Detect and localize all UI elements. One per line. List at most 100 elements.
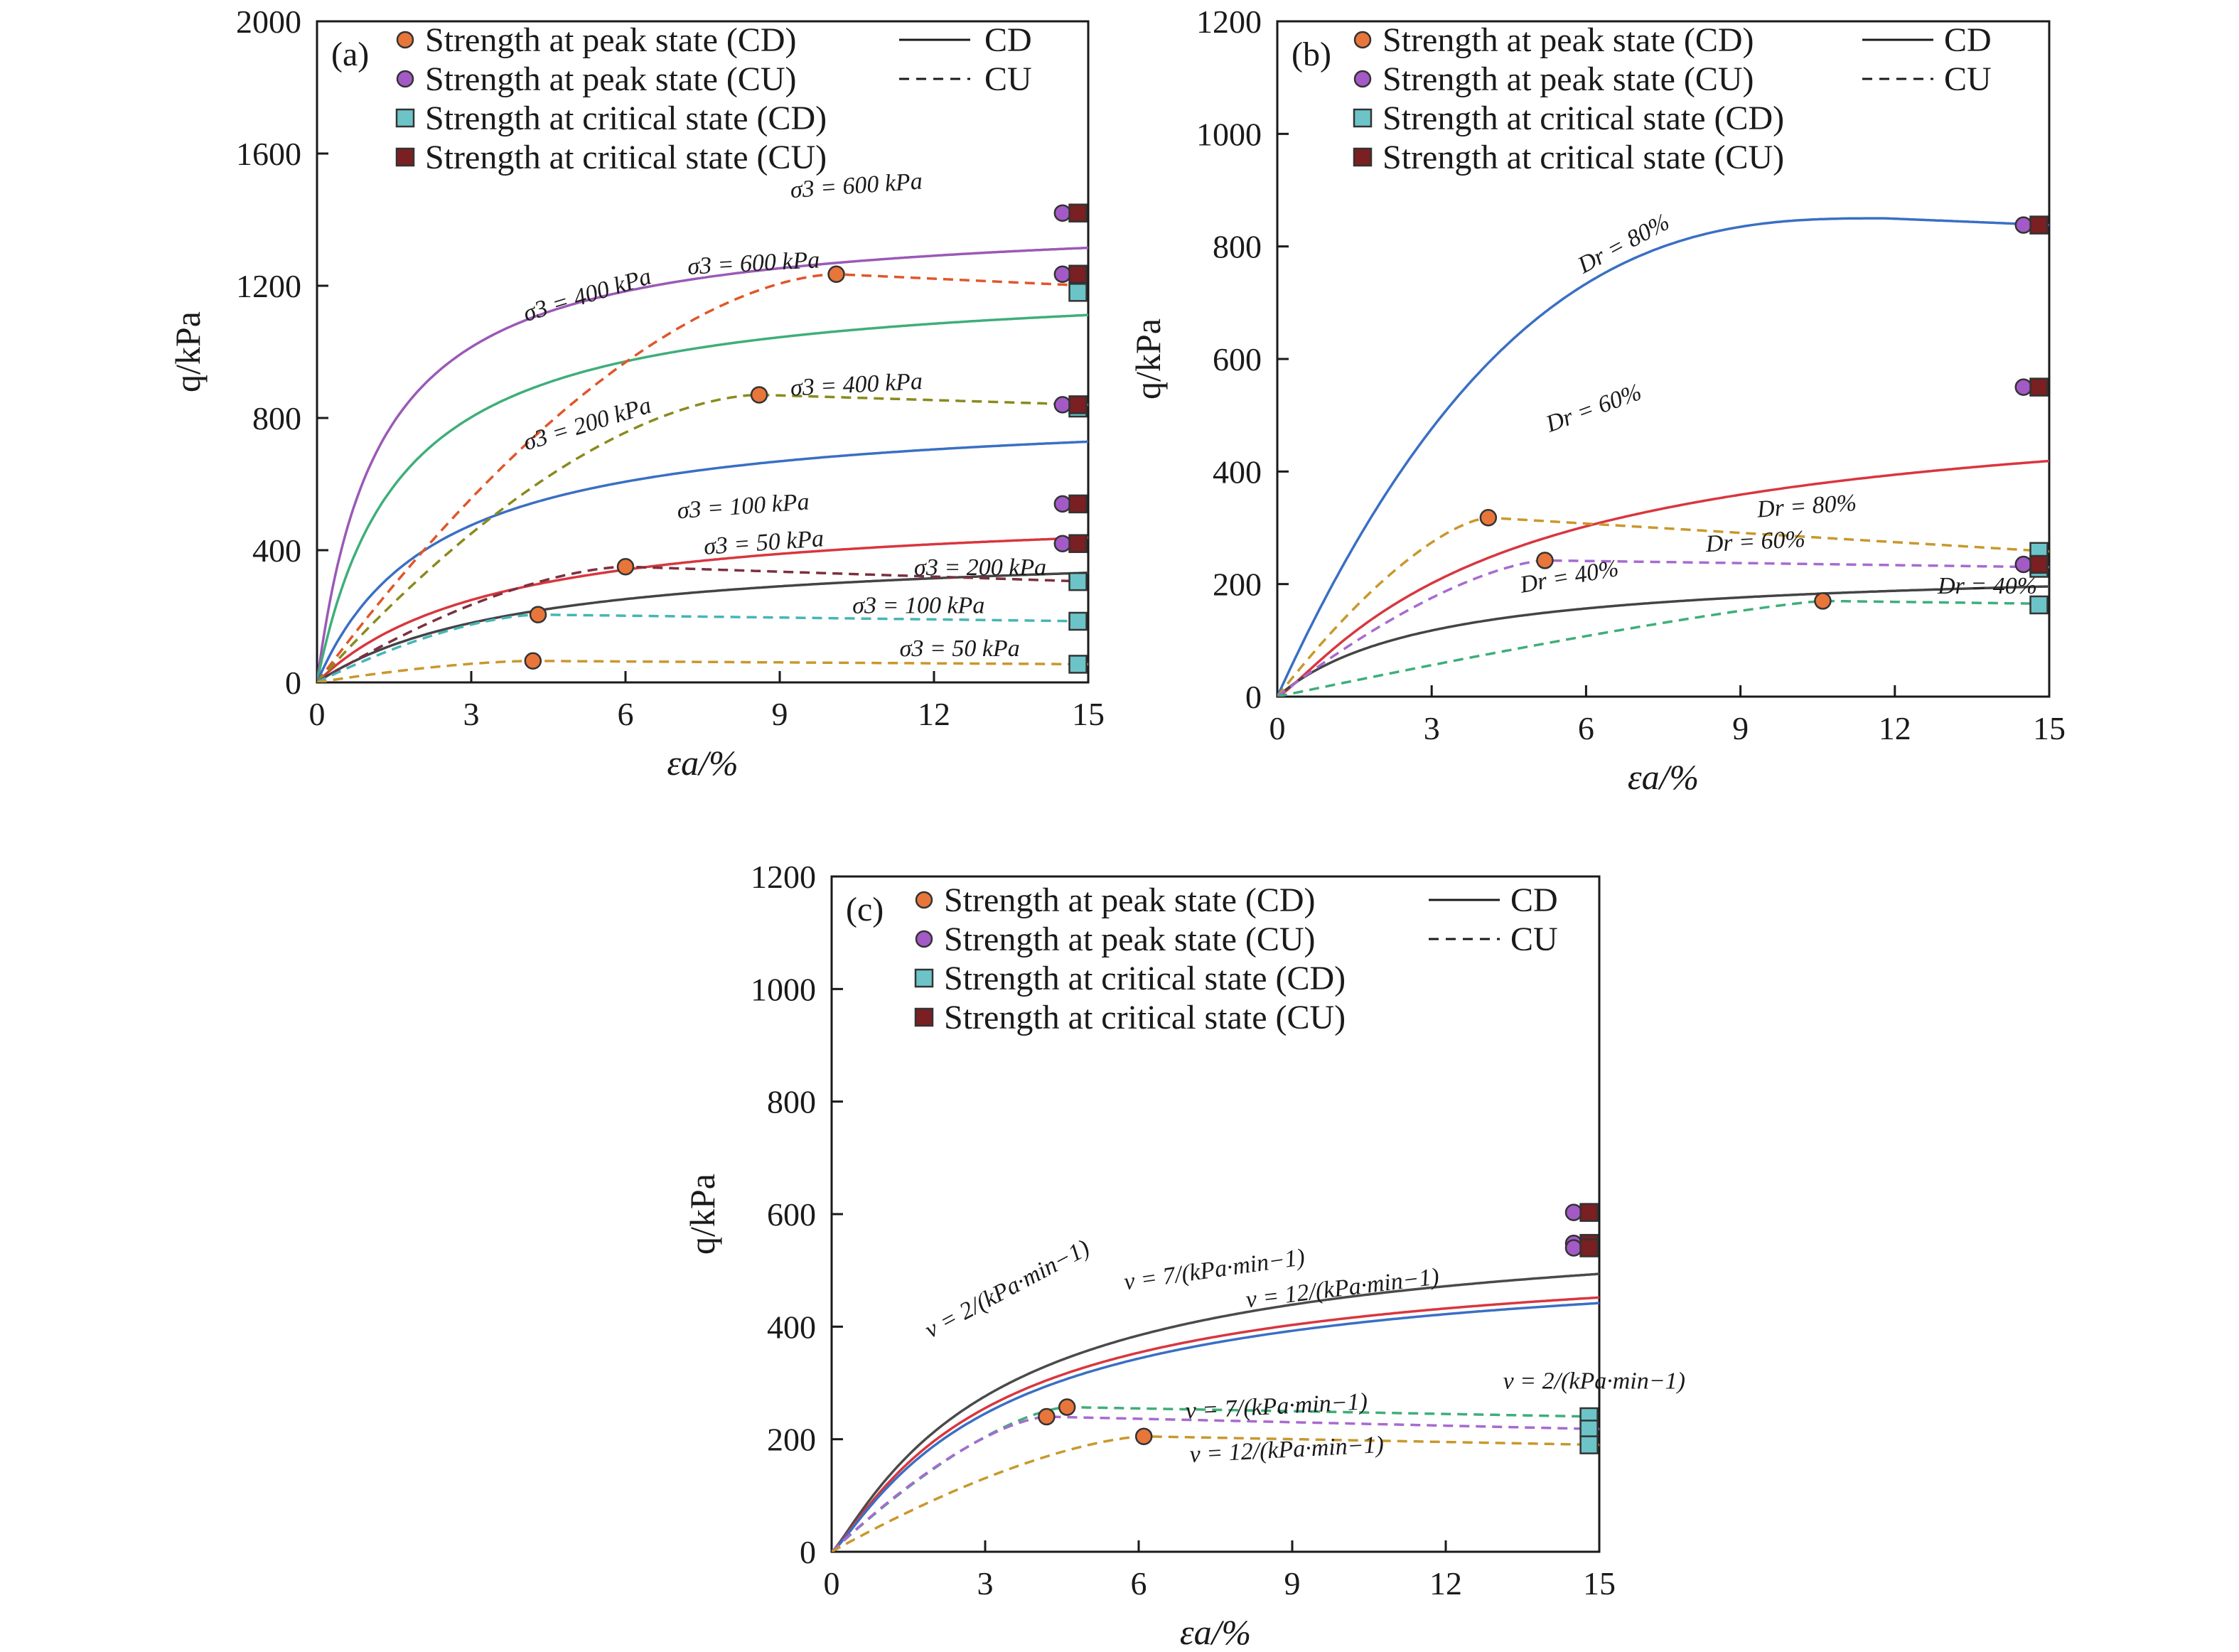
legend-label-crit-cu: Strength at critical state (CU) [425,139,827,176]
critical-cu-marker [1068,534,1088,553]
cd-curve [317,536,1088,682]
curve-label: v = 7/(kPa·min−1) [1185,1388,1368,1424]
curve-label: σ3 = 200 kPa [520,392,655,456]
cd-curve [1277,217,2049,697]
cu-curve [317,272,1088,682]
y-tick-label: 0 [800,1534,816,1570]
critical-cu-marker [1579,1238,1599,1257]
legend-label-cd: CD [984,21,1032,59]
x-tick-label: 15 [1583,1565,1616,1602]
y-axis-title: q/kPa [682,1174,722,1255]
legend: Strength at peak state (CD)Strength at p… [395,21,1032,176]
peak-cu-marker [1053,204,1072,222]
critical-cu-marker [2029,554,2049,574]
y-axis-title: q/kPa [1128,318,1168,399]
cd-curve [317,572,1088,682]
peak-cu-marker [915,930,933,948]
peak-cu-marker [1053,265,1072,283]
curve-label: σ3 = 600 kPa [687,247,820,280]
cu-curve [832,1434,1599,1552]
legend-label-crit-cu: Strength at critical state (CU) [944,999,1346,1036]
legend: Strength at peak state (CD)Strength at p… [1353,21,1992,176]
peak-cd-marker [1038,1407,1056,1426]
peak-cu-marker [2014,378,2033,396]
curves [317,246,1088,682]
legend-label-crit-cd: Strength at critical state (CD) [944,960,1346,997]
curves [832,1272,1599,1552]
x-tick-label: 15 [2033,710,2066,746]
peak-cd-marker [1814,592,1832,610]
x-tick-label: 15 [1072,696,1105,732]
y-tick-label: 600 [767,1196,816,1233]
cd-curve [317,313,1088,682]
critical-cd-marker [1353,108,1373,128]
x-tick-label: 0 [1269,710,1286,746]
peak-cu-marker [2014,216,2033,234]
x-axis-title: εa/% [1180,1612,1251,1648]
x-tick-label: 6 [618,696,634,732]
legend: Strength at peak state (CD)Strength at p… [914,881,1558,1036]
y-tick-label: 400 [252,532,301,569]
y-tick-label: 1000 [751,971,816,1007]
y-tick-label: 1000 [1196,116,1262,152]
y-tick-label: 600 [1213,341,1262,377]
peak-cu-marker [1053,396,1072,414]
critical-cd-marker [1068,655,1088,674]
legend-label-peak-cd: Strength at peak state (CD) [425,21,797,59]
curve-label: Dr = 80% [1573,209,1674,279]
cu-curve [317,613,1088,682]
legend-label-cd: CD [1944,21,1992,59]
legend-label-peak-cd: Strength at peak state (CD) [944,881,1316,919]
curve-label: Dr = 80% [1756,490,1857,523]
critical-cd-marker [1068,283,1088,302]
legend-label-peak-cu: Strength at peak state (CU) [425,60,797,98]
critical-cu-marker [1579,1203,1599,1222]
peak-cd-marker [915,891,933,909]
curve-label: Dr = 40% [1937,573,2037,599]
peak-cd-marker [750,386,768,404]
y-tick-label: 1200 [751,859,816,895]
critical-cd-marker [914,968,934,988]
cd-curve [317,440,1088,682]
cu-curve [317,565,1088,682]
curve-label: σ3 = 50 kPa [703,525,825,560]
critical-cu-marker [1353,147,1373,167]
curve-label: σ3 = 50 kPa [900,635,1020,662]
critical-cu-marker [2029,215,2049,235]
critical-cd-marker [1579,1420,1599,1439]
peak-cd-marker [1058,1398,1076,1416]
cu-curve [832,1405,1599,1552]
cu-curve [832,1415,1599,1552]
y-tick-label: 1200 [1196,4,1262,40]
peak-cd-marker [1353,31,1372,49]
peak-cd-marker [827,265,845,283]
peak-cu-marker [1053,535,1072,552]
x-tick-label: 0 [824,1565,840,1602]
critical-cd-marker [2029,595,2049,615]
curve-label: v = 2/(kPa·min−1) [1503,1368,1685,1394]
cd-curve [832,1272,1599,1552]
x-tick-label: 12 [1879,710,1911,746]
curve-label: σ3 = 200 kPa [914,554,1046,581]
legend-label-peak-cu: Strength at peak state (CU) [1382,60,1754,98]
panel-label: (c) [846,891,884,928]
cu-curve [1277,599,2049,697]
cd-curve [1277,459,2049,697]
panel-b: 0 3 6 9 12 15 0 200 400 600 800 1000 1200 εa/% q/kPa (b… [1128,4,2066,797]
curve-label: Dr = 60% [1542,379,1645,438]
y-tick-label: 0 [285,665,301,701]
peak-cd-marker [529,606,547,623]
panel-c: 0 3 6 9 12 15 0 200 400 600 800 1000 1200 εa/% q/kPa (c… [682,859,1685,1652]
y-tick-label: 1600 [236,136,301,172]
peak-cd-marker [524,652,542,670]
y-tick-label: 2000 [236,4,301,40]
legend-label-cu: CU [1944,60,1992,98]
critical-cd-marker [1068,611,1088,631]
peak-cd-marker [1536,552,1554,569]
x-tick-label: 3 [463,696,480,732]
peak-cd-marker [616,558,635,576]
peak-cu-marker [1353,70,1372,88]
cu-curve [317,393,1088,682]
critical-cd-marker [1579,1435,1599,1454]
